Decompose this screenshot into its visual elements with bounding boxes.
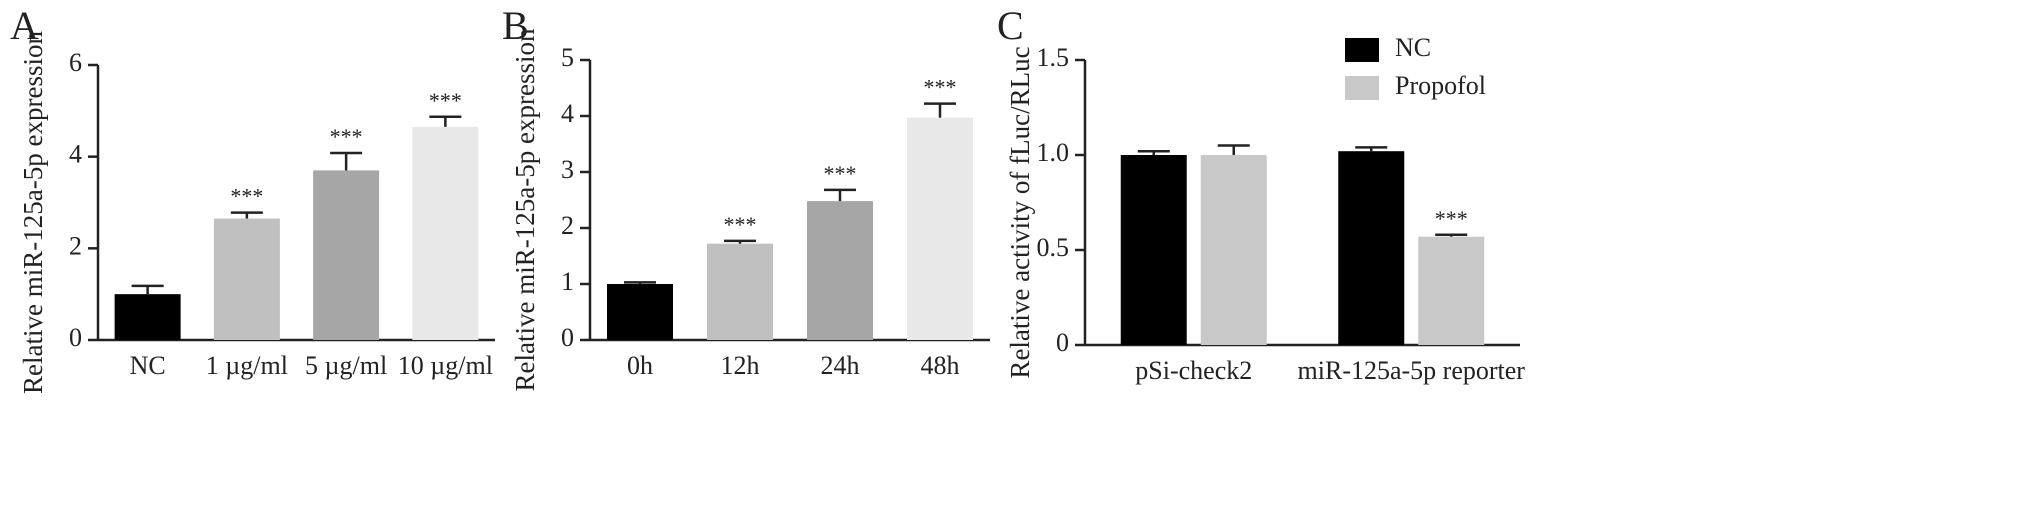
bar <box>412 126 479 340</box>
y-tick-label: 4 <box>69 140 82 169</box>
legend-label: NC <box>1395 33 1431 62</box>
significance: *** <box>330 124 363 149</box>
bar <box>1418 236 1485 345</box>
y-tick-label: 0 <box>1056 328 1069 357</box>
error-bar <box>1355 146 1388 152</box>
significance: *** <box>230 184 263 209</box>
y-tick-label: 1.0 <box>1037 138 1070 167</box>
x-tick-label: 48h <box>921 351 960 380</box>
error-bar <box>1217 144 1250 155</box>
panel-label: C <box>997 3 1024 48</box>
significance: *** <box>724 212 757 237</box>
y-axis-label: Relative miR-125a-5p expression <box>510 28 540 391</box>
bar <box>313 170 380 340</box>
panel-label: B <box>502 3 529 48</box>
x-tick-label: miR-125a-5p reporter <box>1298 356 1526 385</box>
error-bar <box>131 284 164 295</box>
x-tick-label: NC <box>130 351 166 380</box>
error-bar <box>1435 233 1468 237</box>
bar <box>213 218 280 340</box>
error-bar <box>724 239 756 244</box>
significance: *** <box>429 88 462 113</box>
x-tick-label: 1 µg/ml <box>206 351 288 380</box>
bar <box>807 201 873 340</box>
error-bar <box>624 281 656 284</box>
significance: *** <box>824 161 857 186</box>
y-axis-label: Relative activity of fLuc/RLuc <box>1005 46 1035 378</box>
x-tick-label: 0h <box>627 351 653 380</box>
bar <box>114 294 181 340</box>
y-tick-label: 0 <box>561 323 574 352</box>
y-tick-label: 5 <box>561 43 574 72</box>
error-bar <box>924 102 956 118</box>
error-bar <box>1137 149 1170 155</box>
y-tick-label: 4 <box>561 99 574 128</box>
y-axis-label: Relative miR-125a-5p expression <box>18 31 48 394</box>
y-tick-label: 2 <box>69 231 82 260</box>
y-tick-label: 1.5 <box>1037 43 1070 72</box>
bar <box>1200 155 1267 345</box>
panel-label: A <box>10 3 39 48</box>
legend-label: Propofol <box>1395 71 1486 100</box>
error-bar <box>429 115 462 127</box>
legend-swatch <box>1345 76 1379 100</box>
y-tick-label: 6 <box>69 48 82 77</box>
x-tick-label: 5 µg/ml <box>305 351 387 380</box>
legend-swatch <box>1345 38 1379 62</box>
bar <box>907 117 973 341</box>
y-tick-label: 3 <box>561 155 574 184</box>
significance: *** <box>924 75 957 100</box>
bar <box>1120 155 1187 345</box>
bar <box>607 284 673 340</box>
x-tick-label: pSi-check2 <box>1135 356 1252 385</box>
y-tick-label: 0 <box>69 323 82 352</box>
error-bar <box>330 151 363 171</box>
bar <box>707 243 773 340</box>
x-tick-label: 24h <box>821 351 860 380</box>
x-tick-label: 10 µg/ml <box>398 351 493 380</box>
y-tick-label: 0.5 <box>1037 233 1070 262</box>
error-bar <box>824 188 856 202</box>
x-tick-label: 12h <box>721 351 760 380</box>
bar <box>1338 151 1405 345</box>
y-tick-label: 1 <box>561 267 574 296</box>
significance: *** <box>1435 206 1468 231</box>
error-bar <box>230 211 263 219</box>
y-tick-label: 2 <box>561 211 574 240</box>
